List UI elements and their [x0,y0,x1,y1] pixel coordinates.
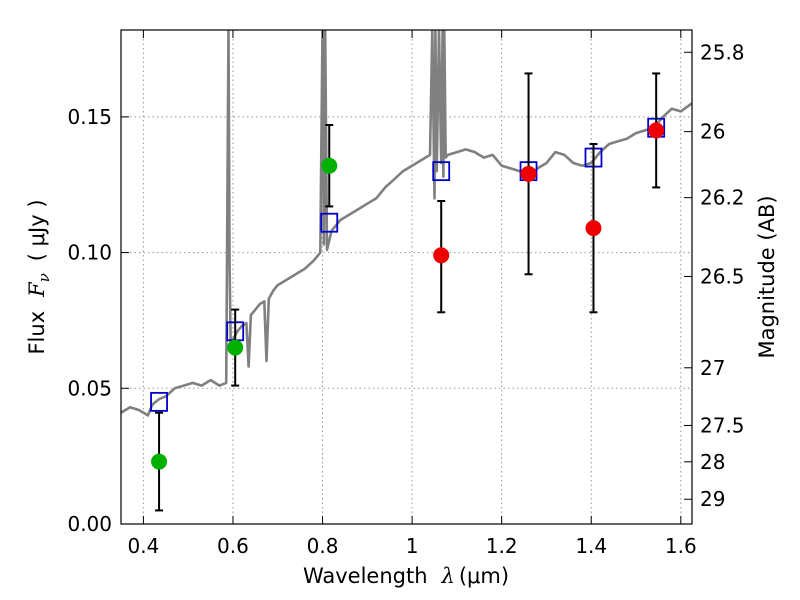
y-tick-label: 0.15 [67,105,112,129]
x-tick-label: 1.2 [486,534,518,558]
red-data-point [648,122,665,139]
y-tick-label: 0.05 [67,376,112,400]
data-layer [121,30,692,512]
grid-layer [121,30,692,525]
y2-axis-label: Magnitude (AB) [755,195,779,358]
tick-layer: 0.4 0.6 0.8 1 1.2 1.4 1.6 0.00 0.05 0.10 0.15 25.8 2… [67,30,745,558]
y2-tick-label: 27 [700,356,725,380]
green-data-point [151,453,168,470]
y2-tick-label: 26 [700,120,725,144]
x-tick-label: 1.6 [665,534,697,558]
y2-tick-label: 29 [700,487,725,511]
green-data-point [321,157,338,174]
plot-frame [120,29,693,525]
x-axis-label: Wavelength λ (μm) [303,564,509,588]
sed-line [121,30,692,417]
x-tick-label: 1 [406,534,419,558]
red-data-point [433,247,450,264]
x-tick-label: 0.4 [127,534,159,558]
y2-tick-label: 26.2 [700,186,745,210]
y2-tick-label: 26.5 [700,264,745,288]
green-data-point [227,339,244,356]
x-tick-label: 1.4 [575,534,607,558]
y2-tick-label: 25.8 [700,40,745,64]
y2-tick-label: 28 [700,450,725,474]
model-square-point [320,212,339,233]
y-tick-label: 0.10 [67,241,112,265]
red-data-point [520,165,537,182]
red-data-point [585,220,602,237]
model-square-point [150,391,168,412]
y-axis-label: FluxFν( μJy ) [25,199,53,354]
y-tick-label: 0.00 [67,512,112,536]
y2-tick-label: 27.5 [700,413,745,437]
x-tick-label: 0.8 [307,534,339,558]
x-tick-label: 0.6 [217,534,249,558]
model-square-point [432,161,451,182]
